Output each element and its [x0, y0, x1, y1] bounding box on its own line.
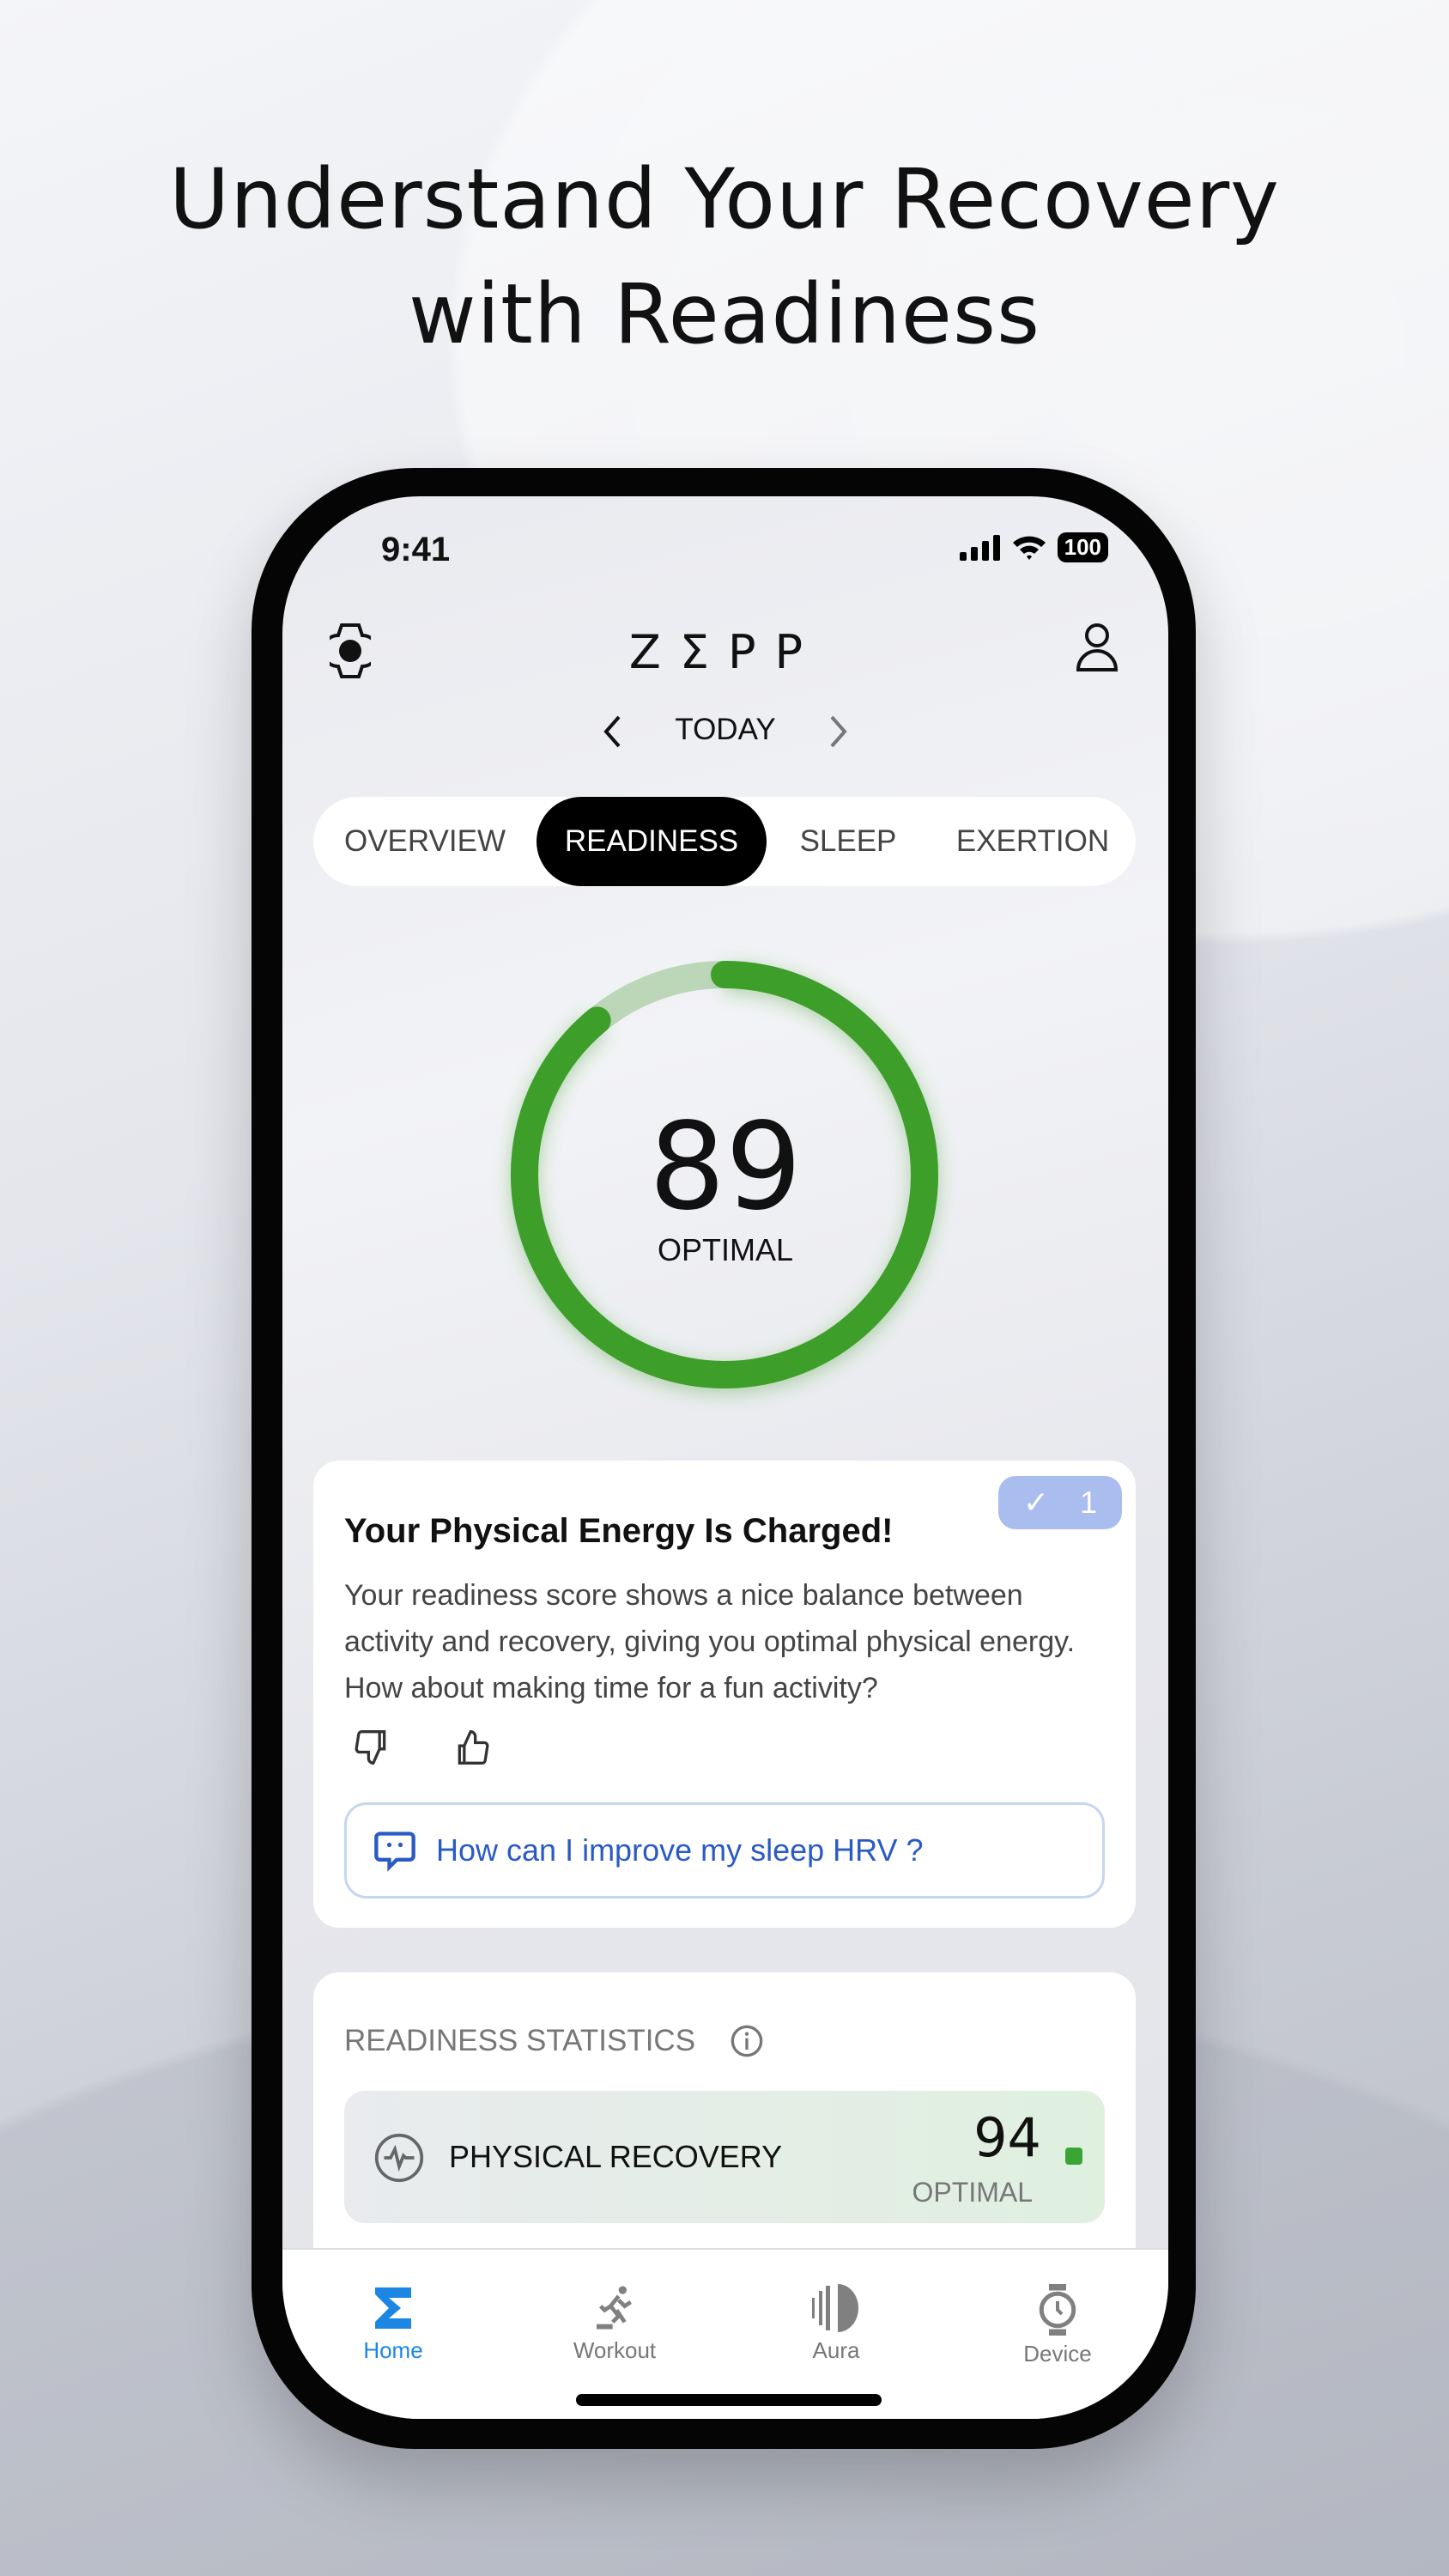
ask-question-text: How can I improve my sleep HRV ?	[436, 1832, 924, 1868]
chat-bubble-icon	[374, 1832, 415, 1872]
stat-value: 94	[973, 2106, 1041, 2169]
nav-home[interactable]: Home	[282, 2250, 504, 2419]
completed-badge[interactable]: ✓ 1	[998, 1476, 1122, 1529]
nav-workout[interactable]: Workout	[504, 2250, 725, 2419]
headline-line: Understand Your Recovery	[169, 151, 1280, 247]
nav-label: Device	[1023, 2341, 1092, 2366]
readiness-ring	[510, 961, 939, 1394]
stat-status: OPTIMAL	[912, 2177, 1033, 2208]
date-label: TODAY	[675, 713, 776, 746]
insight-body: Your readiness score shows a nice balanc…	[344, 1579, 1076, 1704]
headline-line: with Readiness	[408, 266, 1040, 362]
wifi-icon	[1012, 536, 1046, 560]
headline: Understand Your Recovery with Readiness	[0, 142, 1449, 372]
badge-count: 1	[1080, 1485, 1098, 1520]
stat-row-physical-recovery[interactable]: PHYSICAL RECOVERY 94 OPTIMAL	[344, 2091, 1105, 2223]
profile-icon[interactable]	[1076, 622, 1119, 673]
status-time: 9:41	[381, 531, 451, 568]
ask-question-button[interactable]: How can I improve my sleep HRV ?	[344, 1802, 1105, 1899]
tab-exertion[interactable]: EXERTION	[955, 824, 1110, 858]
app-logo: ZΣPP	[628, 625, 822, 679]
nav-aura[interactable]: Aura	[725, 2250, 947, 2419]
thumbs-down-icon[interactable]	[353, 1728, 391, 1766]
insight-title: Your Physical Energy Is Charged!	[344, 1512, 894, 1550]
tab-bar: OVERVIEW READINESS SLEEP EXERTION	[313, 797, 1136, 886]
tab-overview[interactable]: OVERVIEW	[343, 824, 506, 858]
status-dot	[1065, 2148, 1082, 2165]
signal-icon	[959, 534, 1000, 561]
battery-indicator: 100	[1057, 532, 1108, 562]
statistics-title: READINESS STATISTICS	[344, 2024, 696, 2057]
stat-label: PHYSICAL RECOVERY	[449, 2139, 783, 2174]
nav-device[interactable]: Device	[947, 2250, 1168, 2419]
tab-sleep[interactable]: SLEEP	[799, 824, 897, 858]
prev-day-button[interactable]	[602, 714, 622, 749]
status-icons: 100	[959, 532, 1108, 562]
watch-device-icon	[1039, 2284, 1076, 2336]
tab-readiness[interactable]: READINESS	[537, 797, 767, 886]
check-icon: ✓	[1022, 1485, 1050, 1520]
thumbs-up-icon[interactable]	[453, 1728, 491, 1766]
bottom-nav: Home Workout Aura Device	[282, 2248, 1168, 2419]
running-icon	[597, 2286, 632, 2330]
watch-icon[interactable]	[330, 623, 371, 678]
aura-icon	[812, 2284, 858, 2332]
insight-card: ✓ 1 Your Physical Energy Is Charged! Your…	[313, 1461, 1136, 1928]
nav-label: Aura	[812, 2337, 860, 2363]
statistics-header: READINESS STATISTICS	[344, 2024, 764, 2058]
next-day-button[interactable]	[828, 714, 849, 749]
heart-rate-icon	[374, 2133, 424, 2183]
info-icon[interactable]	[730, 2024, 764, 2058]
sigma-home-icon	[375, 2287, 411, 2329]
nav-label: Home	[363, 2337, 423, 2363]
nav-label: Workout	[573, 2337, 657, 2363]
ring-progress	[511, 961, 938, 1388]
readiness-score: 89	[648, 1097, 803, 1237]
phone-screen: 9:41 100 ZΣPP TODAY OVERVIEW READINESS S…	[282, 496, 1168, 2419]
readiness-status: OPTIMAL	[657, 1232, 794, 1267]
home-indicator	[576, 2394, 882, 2406]
